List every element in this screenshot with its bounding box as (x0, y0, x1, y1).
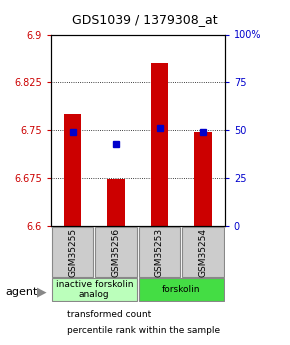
Bar (151, 63, 168, 226)
Text: GSM35255: GSM35255 (68, 228, 77, 277)
Bar (182, 227, 224, 277)
Bar (139, 227, 180, 277)
Text: GSM35254: GSM35254 (198, 228, 208, 277)
Text: GDS1039 / 1379308_at: GDS1039 / 1379308_at (72, 13, 218, 26)
Bar (95, 227, 137, 277)
Text: forskolin: forskolin (162, 285, 200, 294)
Text: ▶: ▶ (37, 285, 47, 298)
Bar (52, 227, 93, 277)
Text: transformed count: transformed count (67, 310, 151, 319)
Text: agent: agent (6, 287, 38, 296)
Bar (194, 131, 212, 226)
Bar (64, 114, 81, 226)
Bar (107, 179, 125, 226)
Text: GSM35256: GSM35256 (111, 228, 121, 277)
Bar (52, 277, 137, 302)
Text: inactive forskolin
analog: inactive forskolin analog (55, 280, 133, 299)
Text: percentile rank within the sample: percentile rank within the sample (67, 326, 220, 335)
Bar (139, 277, 224, 302)
Text: GSM35253: GSM35253 (155, 228, 164, 277)
